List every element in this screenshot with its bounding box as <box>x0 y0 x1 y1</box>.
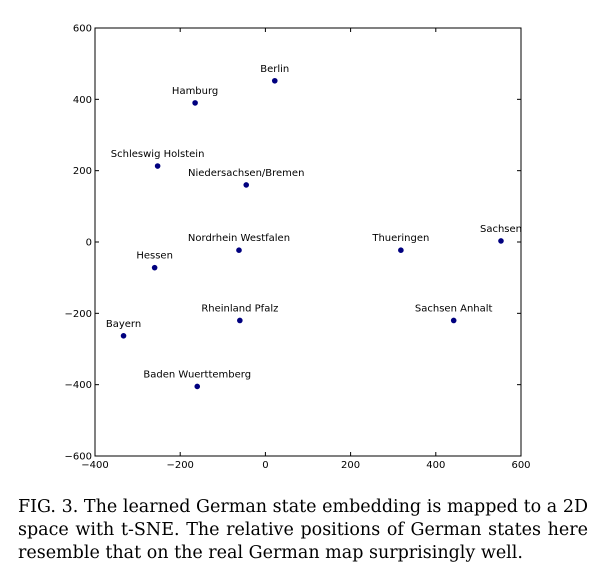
scatter-chart: −400 −200 0 200 400 600 −600−400−200020040060… <box>65 24 531 472</box>
y-tick-label: 600 <box>73 24 92 35</box>
y-tick-label: 0 <box>86 238 92 249</box>
y-axis: −600 −400 −200 0 200 400 600 <box>65 24 521 463</box>
x-tick-label: 600 <box>511 460 530 471</box>
point-label: Thueringen <box>371 233 429 244</box>
y-tick-label: −600 <box>65 452 92 463</box>
figure-caption: FIG. 3. The learned German state embeddi… <box>18 497 588 563</box>
data-points: Berlin Hamburg Schleswig Holstein Niedersac… <box>106 64 522 390</box>
x-tick-label: −200 <box>166 460 193 471</box>
y-tick-label: 200 <box>73 166 92 177</box>
data-point <box>194 383 201 390</box>
point-label: Baden Wuerttemberg <box>143 369 251 380</box>
y-tick-label: 400 <box>73 95 92 106</box>
point-label: Hessen <box>136 251 173 262</box>
data-point <box>154 163 161 169</box>
point-label: Berlin <box>260 64 289 75</box>
point-label: Sachsen <box>480 224 522 235</box>
x-tick-label: 200 <box>341 460 360 471</box>
x-tick-label: 0 <box>262 460 268 471</box>
point-label: Bayern <box>106 319 141 330</box>
plot-area <box>94 27 522 457</box>
data-point <box>498 238 504 244</box>
y-tick-label: −200 <box>65 309 92 320</box>
point-label: Sachsen Anhalt <box>415 303 493 314</box>
x-tick-label: 400 <box>426 460 445 471</box>
data-point <box>192 100 198 106</box>
y-tick-label: −400 <box>65 380 92 391</box>
point-label: Hamburg <box>172 86 218 97</box>
data-point <box>120 333 127 339</box>
x-axis: −400 −200 0 200 400 600 <box>81 28 531 471</box>
x-tick-label: −400 <box>81 460 108 471</box>
data-point <box>151 264 158 271</box>
data-point <box>237 317 243 324</box>
point-label: Rheinland Pfalz <box>201 303 278 314</box>
data-point <box>271 77 278 84</box>
data-point <box>243 182 250 188</box>
point-label: Niedersachsen/Bremen <box>188 168 304 179</box>
data-point <box>236 247 242 254</box>
data-point <box>398 247 404 254</box>
data-point <box>450 317 457 324</box>
point-label: Schleswig Holstein <box>111 149 205 160</box>
point-label: Nordrhein Westfalen <box>188 233 290 244</box>
